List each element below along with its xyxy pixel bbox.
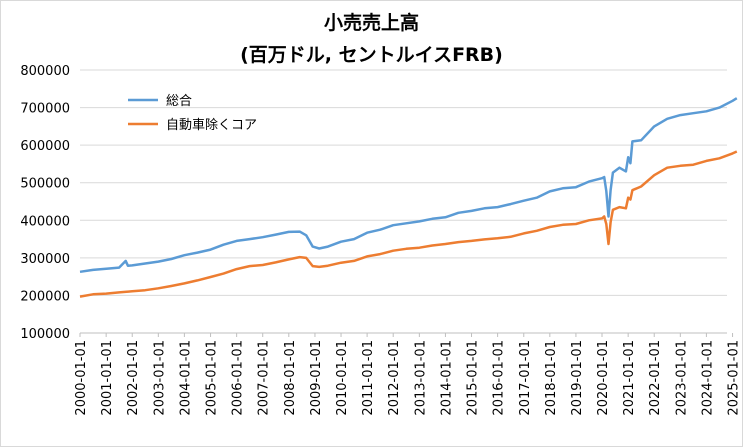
x-tick-label: 2016-01-01	[492, 340, 507, 416]
series-lines	[79, 97, 738, 298]
x-tick-label: 2010-01-01	[335, 340, 350, 416]
x-tick-label: 2020-01-01	[596, 340, 611, 416]
x-tick-label: 2021-01-01	[622, 340, 637, 416]
y-tick-label: 800000	[20, 64, 70, 79]
chart-subtitle: (百万ドル, セントルイスFRB)	[240, 44, 503, 66]
x-axis-ticks: 2000-01-01 2001-01-01 2002-01-01 2003-01-01…	[74, 333, 742, 416]
x-tick-label: 2013-01-01	[413, 340, 428, 416]
chart-title: 小売売上高	[323, 12, 419, 34]
x-tick-label: 2014-01-01	[439, 340, 454, 416]
x-tick-label: 2023-01-01	[674, 340, 689, 416]
x-tick-label: 2009-01-01	[309, 340, 324, 416]
x-tick-label: 2005-01-01	[205, 340, 220, 416]
y-tick-label: 600000	[20, 139, 70, 154]
x-tick-label: 2007-01-01	[257, 340, 272, 416]
y-tick-label: 200000	[20, 289, 70, 304]
x-tick-label: 2012-01-01	[387, 340, 402, 416]
y-tick-label: 100000	[20, 327, 70, 342]
x-tick-label: 2022-01-01	[648, 340, 663, 416]
x-tick-label: 2001-01-01	[100, 340, 115, 416]
x-tick-label: 2025-01-01	[727, 340, 742, 416]
x-tick-label: 2000-01-01	[74, 340, 89, 416]
x-tick-label: 2015-01-01	[466, 340, 481, 416]
x-tick-label: 2019-01-01	[570, 340, 585, 416]
x-tick-label: 2004-01-01	[178, 340, 193, 416]
x-tick-label: 2024-01-01	[700, 340, 715, 416]
x-tick-label: 2008-01-01	[283, 340, 298, 416]
x-tick-label: 2003-01-01	[152, 340, 167, 416]
series-line-2	[79, 150, 738, 298]
y-tick-label: 300000	[20, 252, 70, 267]
series-line-1	[79, 97, 738, 274]
legend-label-2: 自動車除くコア	[166, 118, 257, 133]
y-tick-label: 500000	[20, 177, 70, 192]
x-tick-label: 2017-01-01	[518, 340, 533, 416]
y-axis-ticks: 100000 200000 300000 400000 500000 600000 7000…	[20, 64, 70, 342]
x-tick-label: 2018-01-01	[544, 340, 559, 416]
x-tick-label: 2002-01-01	[126, 340, 141, 416]
gridlines	[80, 69, 727, 334]
y-tick-label: 700000	[20, 102, 70, 117]
legend-label-1: 総合	[166, 94, 192, 109]
y-tick-label: 400000	[20, 214, 70, 229]
x-tick-label: 2006-01-01	[231, 340, 246, 416]
x-tick-label: 2011-01-01	[361, 340, 376, 416]
